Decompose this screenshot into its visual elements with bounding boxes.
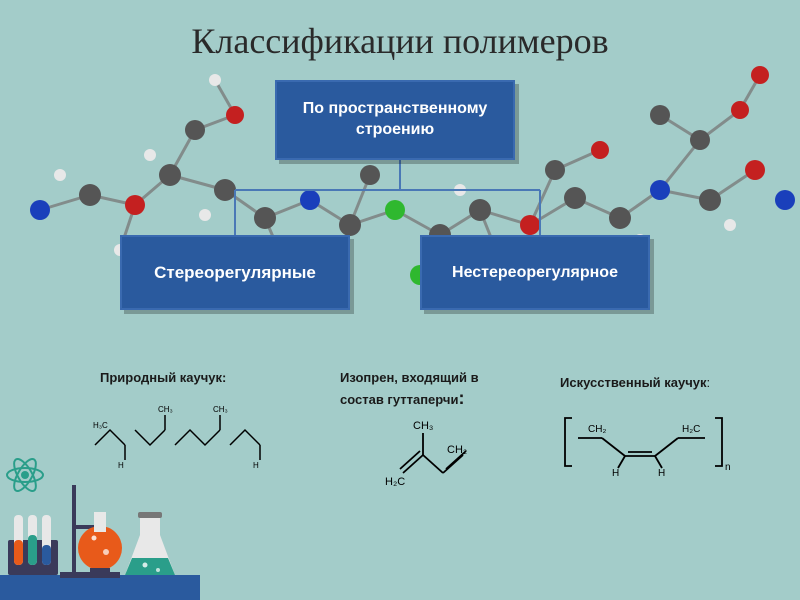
formula-ch2-right: CH₂ bbox=[447, 444, 467, 456]
label-natural-rubber: Природный каучук: bbox=[100, 370, 226, 385]
label-isoprene: Изопрен, входящий в состав гуттаперчи: bbox=[340, 370, 510, 410]
formula-natural-rubber: H₃C H CH₃ CH₃ H bbox=[90, 400, 280, 470]
child-box-stereoregular: Стереорегулярные bbox=[120, 235, 350, 310]
label-isoprene-colon: : bbox=[458, 388, 464, 408]
child-box-nonstereoregular: Нестереорегулярное bbox=[420, 235, 650, 310]
formula-artificial-rubber: CH₂ H₂C H H n bbox=[560, 408, 735, 478]
formula-ch2-l: CH₂ bbox=[588, 424, 606, 435]
svg-text:CH₃: CH₃ bbox=[158, 405, 173, 414]
formula-h2c-left: H₂C bbox=[385, 476, 405, 488]
formula-n: n bbox=[725, 462, 731, 473]
label-artificial-colon: : bbox=[707, 375, 711, 390]
formula-isoprene: CH₃ H₂C CH₂ bbox=[385, 415, 475, 490]
svg-text:H: H bbox=[253, 461, 259, 470]
formula-ch3: CH₃ bbox=[413, 420, 433, 432]
tree-connectors bbox=[200, 155, 600, 245]
formula-h2: H bbox=[658, 468, 665, 478]
formula-h2c-r: H₂C bbox=[682, 424, 700, 435]
formula-h1: H bbox=[612, 468, 619, 478]
svg-text:H: H bbox=[118, 461, 124, 470]
root-box: По пространственному строению bbox=[275, 80, 515, 160]
page-title: Классификации полимеров bbox=[0, 20, 800, 62]
label-artificial-rubber: Искусственный каучук: bbox=[560, 375, 710, 390]
svg-text:CH₃: CH₃ bbox=[213, 405, 228, 414]
svg-text:H₃C: H₃C bbox=[93, 421, 108, 430]
label-artificial-text: Искусственный каучук bbox=[560, 375, 707, 390]
